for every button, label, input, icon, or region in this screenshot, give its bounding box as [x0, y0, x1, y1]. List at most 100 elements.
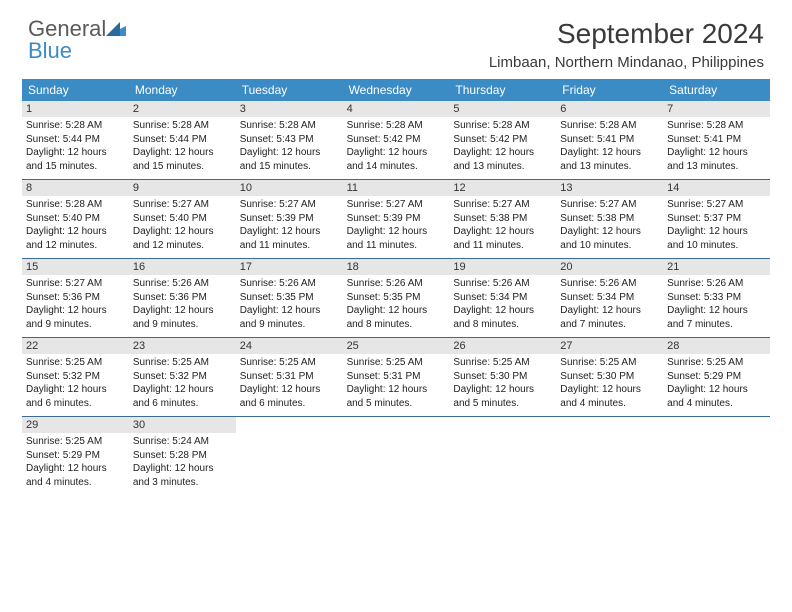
- day-number-row: 18: [343, 259, 450, 275]
- day-info-line: and 6 minutes.: [240, 397, 339, 411]
- week-row: 8Sunrise: 5:28 AMSunset: 5:40 PMDaylight…: [22, 180, 770, 259]
- day-header-thu: Thursday: [449, 79, 556, 101]
- day-number: 29: [26, 419, 125, 431]
- day-info-line: Daylight: 12 hours: [240, 146, 339, 160]
- day-headers-row: Sunday Monday Tuesday Wednesday Thursday…: [22, 79, 770, 101]
- day-number-row: 14: [663, 180, 770, 196]
- day-number-row: 8: [22, 180, 129, 196]
- day-info-line: Sunset: 5:34 PM: [453, 291, 552, 305]
- day-info-line: and 6 minutes.: [26, 397, 125, 411]
- day-info-line: Daylight: 12 hours: [667, 304, 766, 318]
- day-info-line: Sunset: 5:29 PM: [26, 449, 125, 463]
- logo: GeneralBlue: [28, 18, 126, 62]
- day-info-line: Sunrise: 5:25 AM: [347, 356, 446, 370]
- day-number: 23: [133, 340, 232, 352]
- day-info-line: Daylight: 12 hours: [26, 225, 125, 239]
- day-cell: [556, 417, 663, 495]
- day-info-line: Daylight: 12 hours: [453, 225, 552, 239]
- day-number: 14: [667, 182, 766, 194]
- day-info-line: Daylight: 12 hours: [347, 146, 446, 160]
- day-info-line: Daylight: 12 hours: [26, 383, 125, 397]
- day-number: 11: [347, 182, 446, 194]
- day-info-line: Sunrise: 5:27 AM: [347, 198, 446, 212]
- day-info-line: and 12 minutes.: [133, 239, 232, 253]
- day-info-line: Sunrise: 5:28 AM: [667, 119, 766, 133]
- day-info-line: Sunrise: 5:25 AM: [26, 435, 125, 449]
- day-cell: 8 Sunrise: 5:28 AMSunset: 5:40 PMDaylight…: [22, 180, 129, 258]
- day-info-line: Daylight: 12 hours: [133, 225, 232, 239]
- day-info-line: Daylight: 12 hours: [560, 383, 659, 397]
- day-info-line: and 4 minutes.: [560, 397, 659, 411]
- day-info-line: and 14 minutes.: [347, 160, 446, 174]
- day-info-line: and 5 minutes.: [347, 397, 446, 411]
- day-header-tue: Tuesday: [236, 79, 343, 101]
- day-header-sun: Sunday: [22, 79, 129, 101]
- day-info-line: Daylight: 12 hours: [240, 304, 339, 318]
- day-info-line: Sunrise: 5:28 AM: [133, 119, 232, 133]
- day-info-line: Sunrise: 5:25 AM: [26, 356, 125, 370]
- day-cell: 6Sunrise: 5:28 AMSunset: 5:41 PMDaylight…: [556, 101, 663, 179]
- day-info-line: Sunset: 5:37 PM: [667, 212, 766, 226]
- day-info-line: and 9 minutes.: [240, 318, 339, 332]
- day-cell: 20Sunrise: 5:26 AMSunset: 5:34 PMDayligh…: [556, 259, 663, 337]
- day-cell: [236, 417, 343, 495]
- day-info-line: Sunrise: 5:28 AM: [453, 119, 552, 133]
- day-number: 21: [667, 261, 766, 273]
- day-info-line: Sunset: 5:36 PM: [133, 291, 232, 305]
- day-number: 3: [240, 103, 339, 115]
- day-info-line: Daylight: 12 hours: [133, 304, 232, 318]
- day-cell: 22Sunrise: 5:25 AMSunset: 5:32 PMDayligh…: [22, 338, 129, 416]
- day-cell: 10Sunrise: 5:27 AMSunset: 5:39 PMDayligh…: [236, 180, 343, 258]
- day-info-line: Sunrise: 5:27 AM: [560, 198, 659, 212]
- day-cell: 29Sunrise: 5:25 AMSunset: 5:29 PMDayligh…: [22, 417, 129, 495]
- day-info-line: Sunset: 5:39 PM: [240, 212, 339, 226]
- day-info-line: Daylight: 12 hours: [453, 383, 552, 397]
- day-info-line: Sunrise: 5:27 AM: [453, 198, 552, 212]
- day-info-line: Sunrise: 5:25 AM: [240, 356, 339, 370]
- day-info-line: and 4 minutes.: [26, 476, 125, 490]
- day-info-line: and 7 minutes.: [667, 318, 766, 332]
- day-info-line: Sunset: 5:42 PM: [453, 133, 552, 147]
- day-number-row: 20: [556, 259, 663, 275]
- month-title: September 2024: [489, 18, 764, 50]
- day-info-line: Daylight: 12 hours: [453, 304, 552, 318]
- day-cell: 7Sunrise: 5:28 AMSunset: 5:41 PMDaylight…: [663, 101, 770, 179]
- day-number: 25: [347, 340, 446, 352]
- day-info-line: Sunrise: 5:28 AM: [26, 198, 125, 212]
- day-info-line: and 10 minutes.: [667, 239, 766, 253]
- day-info-line: Sunset: 5:40 PM: [26, 212, 125, 226]
- day-info-line: and 13 minutes.: [453, 160, 552, 174]
- day-info-line: Sunset: 5:35 PM: [240, 291, 339, 305]
- day-info-line: and 5 minutes.: [453, 397, 552, 411]
- day-info-line: and 4 minutes.: [667, 397, 766, 411]
- logo-triangle-icon: [106, 18, 126, 40]
- day-info-line: Sunset: 5:30 PM: [453, 370, 552, 384]
- day-number-row: 24: [236, 338, 343, 354]
- day-info-line: Daylight: 12 hours: [240, 383, 339, 397]
- day-info-line: Sunrise: 5:27 AM: [667, 198, 766, 212]
- day-number-row: 10: [236, 180, 343, 196]
- day-cell: [663, 417, 770, 495]
- day-number: 9: [133, 182, 232, 194]
- day-info-line: and 9 minutes.: [26, 318, 125, 332]
- day-info-line: Sunset: 5:38 PM: [453, 212, 552, 226]
- day-info-line: and 10 minutes.: [560, 239, 659, 253]
- day-number: 1: [26, 103, 125, 115]
- day-info-line: Daylight: 12 hours: [347, 225, 446, 239]
- day-number: 24: [240, 340, 339, 352]
- day-number: 15: [26, 261, 125, 273]
- day-info-line: Sunrise: 5:28 AM: [347, 119, 446, 133]
- day-cell: 1Sunrise: 5:28 AMSunset: 5:44 PMDaylight…: [22, 101, 129, 179]
- day-number-row: 5: [449, 101, 556, 117]
- day-info-line: Sunset: 5:44 PM: [133, 133, 232, 147]
- day-cell: 26Sunrise: 5:25 AMSunset: 5:30 PMDayligh…: [449, 338, 556, 416]
- day-number-row: 22: [22, 338, 129, 354]
- day-number: 16: [133, 261, 232, 273]
- day-info-line: Sunrise: 5:25 AM: [133, 356, 232, 370]
- day-cell: 15Sunrise: 5:27 AMSunset: 5:36 PMDayligh…: [22, 259, 129, 337]
- day-info-line: Daylight: 12 hours: [560, 146, 659, 160]
- day-number: 19: [453, 261, 552, 273]
- day-cell: 9Sunrise: 5:27 AMSunset: 5:40 PMDaylight…: [129, 180, 236, 258]
- day-info-line: Daylight: 12 hours: [560, 225, 659, 239]
- day-number-row: 6: [556, 101, 663, 117]
